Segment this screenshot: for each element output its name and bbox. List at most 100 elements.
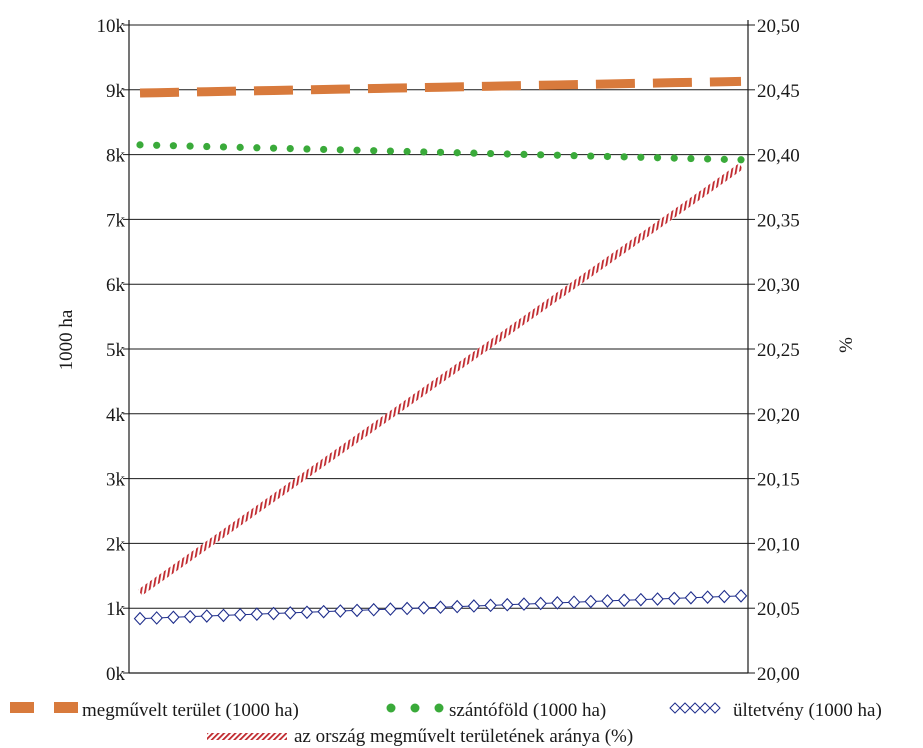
left-tick-label: 2k <box>106 534 126 555</box>
series-szantofold-point <box>219 143 228 151</box>
legend-swatch-dot <box>386 703 396 713</box>
right-tick-label: 20,15 <box>757 470 800 491</box>
series-szantofold-point <box>653 154 662 162</box>
right-tick-label: 20,05 <box>757 599 800 620</box>
series-szantofold-point <box>269 144 278 152</box>
series-ultetveny-point <box>133 611 147 626</box>
series-szantofold-point <box>620 153 628 161</box>
right-tick-label: 20,30 <box>757 275 800 296</box>
series-ultetveny-point <box>701 590 714 604</box>
series-ultetveny-point <box>484 598 497 613</box>
series-szantofold-point <box>503 150 511 158</box>
legend-label-megmuvelt: megművelt terület (1000 ha) <box>82 700 299 721</box>
series-szantofold-point <box>587 152 595 160</box>
series-ultetveny-point <box>634 592 648 607</box>
axes <box>128 20 749 674</box>
series-ultetveny-point <box>467 599 481 613</box>
left-tick-label: 10k <box>97 16 126 37</box>
legend-swatch-dot <box>410 703 420 713</box>
series-ultetveny-point <box>167 610 180 625</box>
series-arany-band <box>137 163 744 596</box>
legend-swatch-diamonds <box>669 702 721 714</box>
legend-diamond <box>709 702 721 714</box>
series-szantofold-point <box>153 141 161 149</box>
series-ultetveny-point <box>200 609 214 623</box>
series-megmuvelt-line <box>139 76 742 98</box>
left-tick-label: 8k <box>106 146 126 167</box>
series-szantofold-point <box>320 145 328 154</box>
series-ultetveny-point <box>250 607 264 621</box>
series-layer <box>133 76 748 626</box>
series-ultetveny-point <box>300 605 314 620</box>
series-ultetveny-point <box>450 599 464 614</box>
series-ultetveny-point <box>150 611 163 625</box>
right-tick-label: 20,45 <box>757 81 800 102</box>
series-szantofold <box>136 141 745 164</box>
series-ultetveny-point <box>434 600 447 615</box>
series-szantofold-point <box>687 154 695 163</box>
series-szantofold-point <box>303 145 311 153</box>
series-szantofold-point <box>720 155 728 163</box>
series-szantofold-point <box>370 147 378 155</box>
legend-diamond <box>699 702 711 714</box>
series-ultetveny-point <box>417 601 431 615</box>
series-ultetveny-point <box>684 590 698 605</box>
series-szantofold-point <box>520 150 528 159</box>
gridlines <box>129 24 748 609</box>
series-szantofold-point <box>486 149 495 158</box>
legend-diamond <box>669 702 681 714</box>
legend: megművelt terület (1000 ha) szántóföld (… <box>10 700 882 747</box>
left-tick-label: 7k <box>106 210 126 231</box>
series-szantofold-point <box>336 146 344 154</box>
series-ultetveny-point <box>183 609 197 624</box>
series-szantofold-point <box>236 143 244 151</box>
series-ultetveny-point <box>384 602 397 616</box>
series-ultetveny-point <box>517 597 531 611</box>
series-szantofold-point <box>186 142 194 150</box>
series-szantofold-point <box>253 144 261 152</box>
series-ultetveny-point <box>217 608 230 623</box>
series-szantofold-point <box>704 155 712 163</box>
series-szantofold-point <box>453 149 461 157</box>
series-ultetveny-point <box>367 602 380 617</box>
series-ultetveny-point <box>350 603 364 618</box>
legend-diamond <box>689 702 701 714</box>
legend-label-arany: az ország megművelt területének aránya (… <box>294 726 633 747</box>
series-szantofold-point <box>553 151 561 159</box>
series-szantofold-point <box>420 148 428 156</box>
legend-swatch-dashed <box>54 702 78 713</box>
series-szantofold-point <box>537 151 545 159</box>
series-szantofold-point <box>470 149 478 157</box>
right-tick-label: 20,35 <box>757 210 800 231</box>
series-szantofold-point <box>203 142 211 151</box>
series-ultetveny-point <box>651 592 664 606</box>
series-ultetveny-point <box>501 597 514 612</box>
series-szantofold-point <box>386 147 395 155</box>
series-szantofold-point <box>169 142 177 150</box>
series-ultetveny-point <box>584 594 597 609</box>
left-tick-label: 6k <box>106 275 126 296</box>
legend-label-ultetveny: ültetvény (1000 ha) <box>733 700 882 721</box>
series-szantofold-point <box>136 141 144 149</box>
right-tick-label: 20,10 <box>757 534 800 555</box>
series-ultetveny-point <box>567 595 581 610</box>
series-ultetveny-point <box>233 607 247 622</box>
series-ultetveny-point <box>551 596 564 610</box>
legend-diamond <box>679 702 691 714</box>
series-ultetveny <box>133 589 748 626</box>
series-szantofold-point <box>570 152 578 160</box>
right-tick-label: 20,20 <box>757 405 800 426</box>
series-szantofold-point <box>603 152 612 161</box>
series-ultetveny-point <box>667 591 681 606</box>
series-arany <box>137 163 744 596</box>
series-ultetveny-point <box>334 604 347 618</box>
series-szantofold-point <box>436 148 445 156</box>
series-szantofold-point <box>637 153 645 161</box>
series-ultetveny-point <box>534 596 547 611</box>
left-axis-title: 1000 ha <box>56 309 77 370</box>
left-axis-ticks: 0k 1k 2k 3k 4k 5k 6k 7k 8k 9k 10k <box>97 16 129 685</box>
series-szantofold-point <box>403 147 411 156</box>
legend-swatch-dot <box>434 703 444 713</box>
legend-swatch-dashed <box>10 702 34 713</box>
